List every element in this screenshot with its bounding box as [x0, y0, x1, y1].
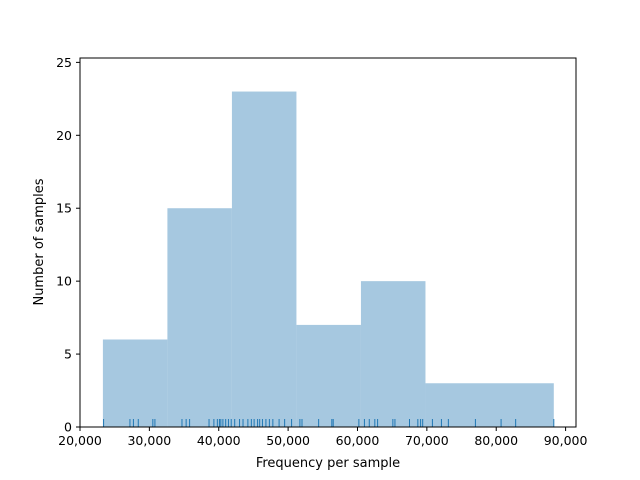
x-tick-label: 90,000 — [544, 433, 588, 448]
histogram-bar — [231, 91, 297, 427]
x-tick-label: 50,000 — [266, 433, 310, 448]
x-axis-label: Frequency per sample — [256, 456, 400, 471]
histogram-bar — [425, 383, 554, 427]
x-tick-label: 60,000 — [336, 433, 380, 448]
y-axis-label: Number of samples — [32, 178, 47, 305]
y-tick-label: 15 — [56, 201, 72, 216]
histogram-bar — [360, 281, 426, 427]
y-axis-ticks: 0 5 10 15 20 25 — [56, 55, 80, 435]
x-tick-label: 70,000 — [405, 433, 449, 448]
y-tick-label: 10 — [56, 274, 72, 289]
histogram-bars — [102, 91, 554, 427]
x-tick-label: 20,000 — [58, 433, 102, 448]
y-tick-label: 20 — [56, 128, 72, 143]
x-tick-label: 80,000 — [474, 433, 518, 448]
y-tick-label: 5 — [64, 347, 72, 362]
x-axis-ticks: 20,000 30,000 40,000 50,000 60,000 70,000 80,0… — [58, 427, 588, 448]
histogram-bar — [296, 324, 361, 427]
plot-frame — [79, 57, 577, 428]
y-tick-label: 0 — [64, 420, 72, 435]
x-tick-label: 30,000 — [127, 433, 171, 448]
histogram-bar — [167, 208, 232, 427]
rug-marks — [103, 419, 555, 427]
x-tick-label: 40,000 — [197, 433, 241, 448]
histogram-bar — [102, 339, 168, 427]
y-tick-label: 25 — [56, 55, 72, 70]
